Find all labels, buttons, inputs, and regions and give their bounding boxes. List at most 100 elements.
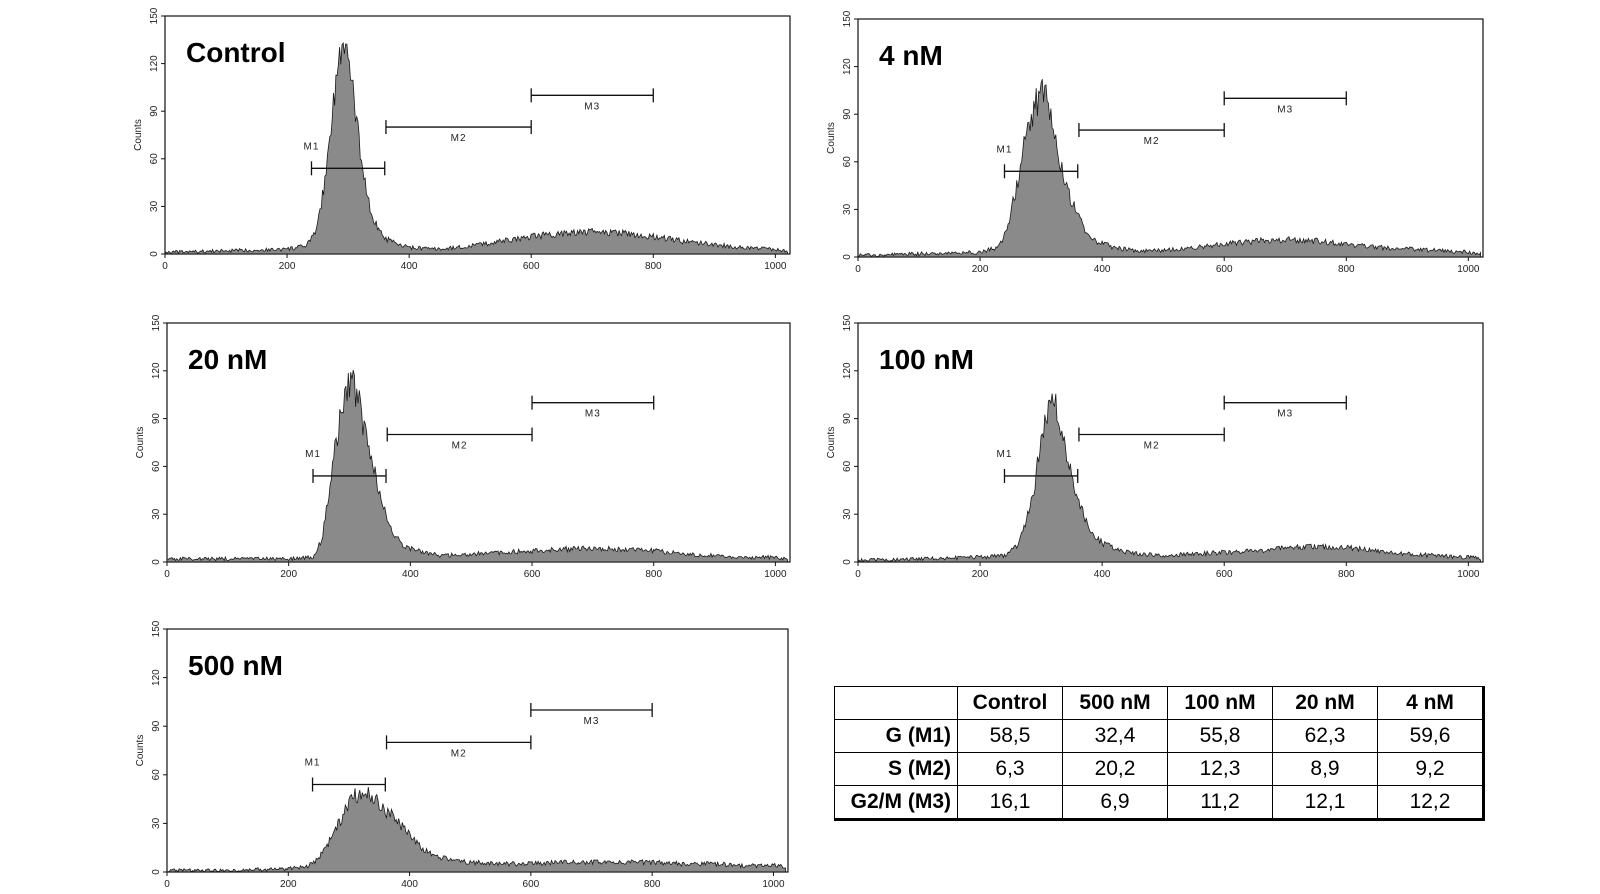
table-cell: 55,8 — [1167, 719, 1273, 753]
table-cell: 32,4 — [1062, 719, 1168, 753]
y-tick-label: 60 — [151, 769, 162, 781]
x-tick-label: 1000 — [762, 879, 785, 890]
marker-label: M2 — [451, 748, 467, 759]
marker-label: M1 — [997, 449, 1013, 460]
y-tick-label: 120 — [842, 58, 853, 75]
plot-frame — [857, 18, 1484, 258]
x-tick-label: 400 — [1094, 569, 1111, 580]
marker-label: M1 — [305, 758, 321, 769]
marker-label: M3 — [584, 716, 600, 727]
table-row: S (M2) 6,3 20,2 12,3 8,9 9,2 — [834, 752, 1484, 786]
marker-label: M2 — [452, 441, 468, 452]
x-tick-label: 200 — [972, 264, 989, 275]
x-tick-label: 200 — [280, 879, 297, 890]
row-header: S (M2) — [834, 752, 958, 786]
panel-title: 4 nM — [879, 40, 943, 71]
y-tick-label: 60 — [151, 460, 162, 472]
y-tick-label: 30 — [842, 508, 853, 520]
x-tick-label: 400 — [401, 879, 418, 890]
x-tick-label: 600 — [524, 569, 541, 580]
marker-label: M3 — [584, 101, 600, 112]
table-cell: 62,3 — [1272, 719, 1378, 753]
y-axis-label: Counts — [826, 427, 837, 459]
y-axis-label: Counts — [135, 427, 146, 459]
x-tick-label: 200 — [279, 261, 296, 272]
table-cell: 59,6 — [1377, 719, 1484, 753]
table-cell: 16,1 — [957, 785, 1063, 820]
histogram-area — [857, 393, 1482, 563]
marker-label: M2 — [1144, 136, 1160, 147]
table-cell: 6,9 — [1062, 785, 1168, 820]
table-cell: 6,3 — [957, 752, 1063, 786]
y-tick-label: 150 — [151, 314, 162, 331]
row-header: G2/M (M3) — [834, 785, 958, 820]
panel-title: 500 nM — [188, 650, 283, 681]
x-tick-label: 1000 — [1457, 569, 1480, 580]
row-header: G (M1) — [834, 719, 958, 753]
panel-title: Control — [186, 37, 286, 68]
histogram-area — [166, 787, 787, 873]
column-header: 500 nM — [1062, 686, 1168, 720]
table-cell: 12,1 — [1272, 785, 1378, 820]
table-cell: 9,2 — [1377, 752, 1484, 786]
y-axis-label: Counts — [133, 119, 144, 151]
y-tick-label: 120 — [842, 362, 853, 379]
x-tick-label: 600 — [523, 879, 540, 890]
column-header: 100 nM — [1167, 686, 1273, 720]
histogram-panel: 0 200 400 600 800 1000 0 30 60 90 120 150 Counts Cont… — [133, 7, 791, 272]
x-tick-label: 400 — [1094, 264, 1111, 275]
table-row: G (M1) 58,5 32,4 55,8 62,3 59,6 — [834, 719, 1484, 753]
y-tick-label: 90 — [842, 413, 853, 425]
x-tick-label: 600 — [523, 261, 540, 272]
y-tick-label: 0 — [149, 251, 160, 257]
table-cell: 11,2 — [1167, 785, 1273, 820]
marker-label: M2 — [1144, 441, 1160, 452]
marker-label: M3 — [1277, 104, 1293, 115]
y-tick-label: 150 — [842, 10, 853, 27]
y-tick-label: 120 — [151, 669, 162, 686]
table-header-row: Control 500 nM 100 nM 20 nM 4 nM — [834, 686, 1484, 720]
y-axis-label: Counts — [826, 122, 837, 154]
x-tick-label: 1000 — [764, 569, 787, 580]
y-tick-label: 90 — [151, 720, 162, 732]
table-row: G2/M (M3) 16,1 6,9 11,2 12,1 12,2 — [834, 785, 1484, 820]
column-header: Control — [957, 686, 1063, 720]
x-tick-label: 800 — [644, 879, 661, 890]
x-tick-label: 800 — [645, 569, 662, 580]
histogram-area — [164, 41, 789, 255]
x-tick-label: 1000 — [764, 261, 787, 272]
x-tick-label: 0 — [855, 264, 861, 275]
histogram-panel: 0 200 400 600 800 1000 0 30 60 90 120 150 Counts 20 n… — [135, 314, 791, 580]
y-tick-label: 0 — [151, 559, 162, 565]
column-header: 20 nM — [1272, 686, 1378, 720]
table-cell: 8,9 — [1272, 752, 1378, 786]
panel-title: 20 nM — [188, 344, 267, 375]
y-tick-label: 30 — [151, 508, 162, 520]
marker-label: M1 — [304, 141, 320, 152]
x-tick-label: 800 — [1338, 569, 1355, 580]
y-tick-label: 150 — [151, 620, 162, 637]
y-tick-label: 90 — [149, 105, 160, 117]
table-cell: 20,2 — [1062, 752, 1168, 786]
x-tick-label: 800 — [645, 261, 662, 272]
cell-cycle-summary-table: Control 500 nM 100 nM 20 nM 4 nM G (M1) … — [834, 686, 1485, 821]
y-tick-label: 30 — [149, 200, 160, 212]
histogram-panel: 0 200 400 600 800 1000 0 30 60 90 120 150 Counts 4 nM… — [826, 10, 1484, 275]
x-tick-label: 0 — [164, 879, 170, 890]
y-tick-label: 0 — [151, 869, 162, 875]
histogram-panel: 0 200 400 600 800 1000 0 30 60 90 120 150 Counts 500 … — [135, 620, 789, 890]
x-tick-label: 400 — [401, 261, 418, 272]
marker-label: M3 — [585, 409, 601, 420]
panel-title: 100 nM — [879, 344, 974, 375]
table-cell: 58,5 — [957, 719, 1063, 753]
table-cell: 12,2 — [1377, 785, 1484, 820]
y-tick-label: 120 — [149, 55, 160, 72]
y-tick-label: 0 — [842, 254, 853, 260]
x-tick-label: 200 — [972, 569, 989, 580]
y-tick-label: 120 — [151, 362, 162, 379]
marker-label: M3 — [1277, 409, 1293, 420]
marker-label: M1 — [997, 144, 1013, 155]
x-tick-label: 200 — [280, 569, 297, 580]
y-tick-label: 60 — [149, 153, 160, 165]
